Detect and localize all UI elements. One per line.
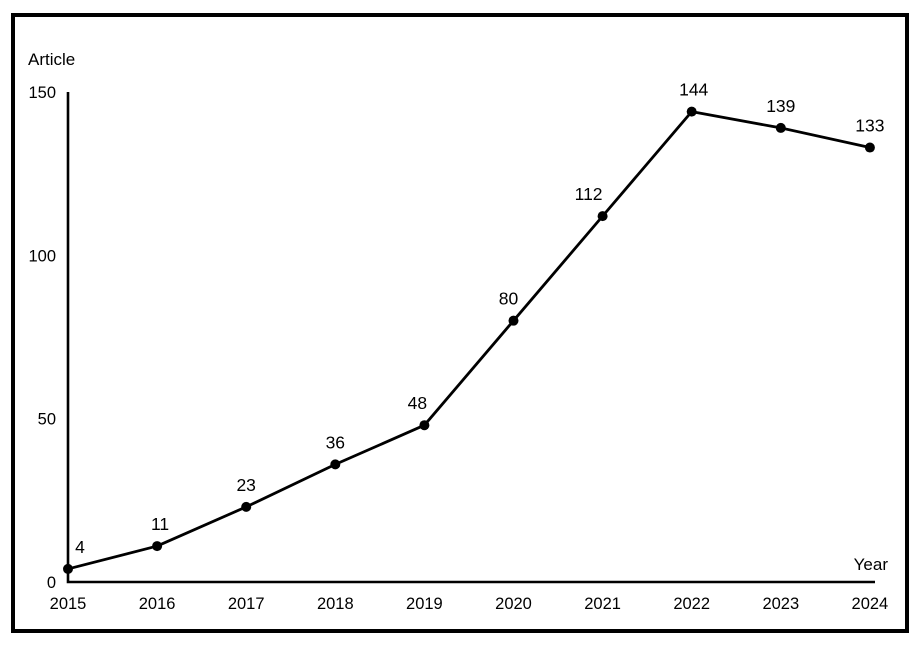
x-tick-label: 2019: [406, 595, 443, 613]
x-tick-label: 2017: [228, 595, 265, 613]
y-axis-title: Article: [28, 50, 75, 69]
data-line: [66, 110, 872, 571]
data-point: [686, 106, 697, 117]
data-point-label: 139: [766, 96, 795, 116]
x-tick-label: 2016: [139, 595, 176, 613]
data-point: [241, 501, 252, 512]
x-tick-label: 2024: [852, 595, 889, 613]
data-point: [419, 420, 430, 431]
x-tick-label: 2021: [584, 595, 621, 613]
data-point-label: 36: [326, 432, 345, 452]
x-tick-label: 2022: [673, 595, 710, 613]
y-tick-label: 100: [28, 247, 56, 265]
data-point: [508, 315, 519, 326]
data-point-label: 112: [575, 184, 603, 204]
articles-per-year-line-chart: 0 50 100 150 2015 2016 2017 2018 2019 2020 2021 202…: [28, 50, 889, 613]
data-point-label: 144: [679, 80, 708, 100]
data-point: [864, 142, 875, 153]
x-tick-label: 2020: [495, 595, 532, 613]
data-point: [775, 122, 786, 133]
x-tick-label: 2015: [50, 595, 87, 613]
data-point-label: 48: [408, 393, 427, 413]
data-point: [152, 541, 163, 552]
chart-frame: 0 50 100 150 2015 2016 2017 2018 2019 2020 2021 202…: [11, 13, 909, 633]
data-point-label: 133: [855, 116, 884, 136]
data-point-label: 80: [499, 289, 519, 309]
x-tick-label: 2023: [762, 595, 799, 613]
data-point: [63, 563, 73, 574]
data-point: [330, 459, 341, 470]
y-tick-label: 0: [47, 574, 56, 592]
x-tick-label: 2018: [317, 595, 354, 613]
data-point-label: 4: [75, 537, 85, 557]
y-tick-label: 150: [28, 84, 56, 102]
data-point: [597, 211, 608, 222]
axis-lines: [66, 92, 875, 584]
x-axis-title: Year: [854, 555, 889, 574]
data-point-label: 23: [236, 475, 255, 495]
data-point-label: 11: [151, 514, 169, 534]
y-tick-label: 50: [38, 411, 56, 429]
